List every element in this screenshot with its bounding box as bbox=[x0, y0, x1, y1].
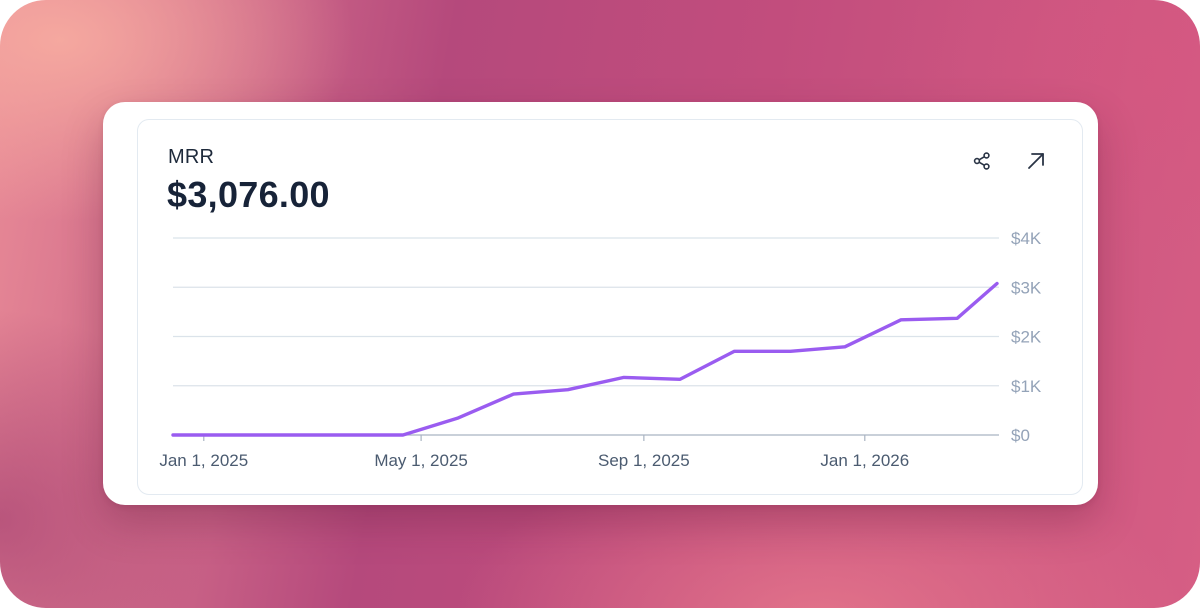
y-tick-label: $3K bbox=[1011, 278, 1042, 297]
x-tick-label: Jan 1, 2025 bbox=[159, 451, 248, 470]
mrr-line-chart: $0 $1K $2K $3K $4K Jan 1, 2025 May 1, 2025 Sep … bbox=[159, 229, 1042, 470]
mrr-series-line bbox=[171, 281, 999, 437]
metric-value: $3,076.00 bbox=[167, 174, 330, 215]
arrow-up-right-icon bbox=[1028, 153, 1044, 169]
y-tick-label: $0 bbox=[1011, 426, 1030, 445]
share-icon bbox=[973, 152, 990, 170]
expand-button[interactable] bbox=[1023, 148, 1049, 174]
y-tick-label: $1K bbox=[1011, 377, 1042, 396]
metric-label: MRR bbox=[168, 146, 215, 168]
y-tick-label: $4K bbox=[1011, 229, 1042, 248]
x-tick-label: Sep 1, 2025 bbox=[598, 451, 690, 470]
y-tick-label: $2K bbox=[1011, 328, 1042, 347]
share-button[interactable] bbox=[969, 148, 995, 174]
card-border bbox=[137, 119, 1083, 495]
mrr-card: MRR $3,076.00 $0 $1K $2K $3K $4K Jan 1, 2025 M… bbox=[103, 102, 1098, 505]
x-tick-label: Jan 1, 2026 bbox=[820, 451, 909, 470]
x-tick-label: May 1, 2025 bbox=[374, 451, 468, 470]
